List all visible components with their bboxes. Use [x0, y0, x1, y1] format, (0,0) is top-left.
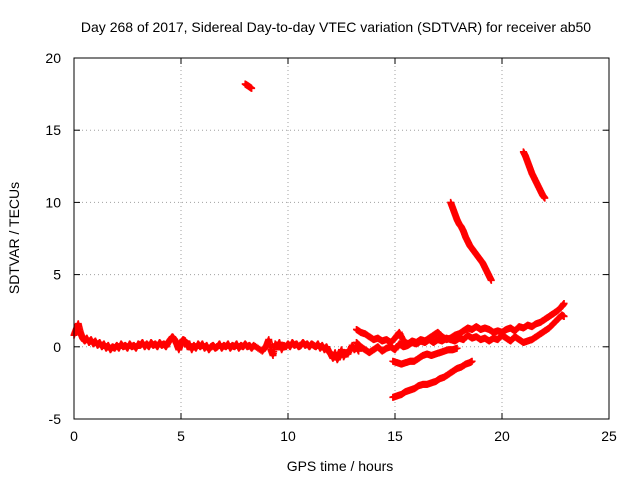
series-diagonal-2	[519, 148, 549, 202]
x-tick-label: 15	[387, 428, 403, 444]
data-point	[541, 194, 549, 202]
x-axis-label: GPS time / hours	[287, 458, 394, 474]
series-outlier	[241, 80, 256, 92]
y-tick-label: 0	[53, 339, 61, 355]
data-point	[560, 312, 568, 320]
data-points	[70, 80, 568, 401]
grid-lines	[74, 58, 609, 419]
x-tick-label: 20	[494, 428, 510, 444]
y-tick-label: 10	[45, 194, 61, 210]
y-tick-label: -5	[49, 411, 62, 427]
series-lower-arc-2	[389, 357, 476, 401]
series-lower-arc-1	[389, 344, 461, 368]
x-tick-label: 0	[70, 428, 78, 444]
chart-title: Day 268 of 2017, Sidereal Day-to-day VTE…	[81, 19, 591, 35]
y-tick-label: 15	[45, 122, 61, 138]
y-tick-label: 20	[45, 50, 61, 66]
series-upper-band-2	[352, 311, 568, 357]
x-tick-label: 5	[177, 428, 185, 444]
plot-frame	[73, 57, 610, 420]
data-point	[453, 344, 461, 352]
data-point	[560, 299, 568, 307]
data-point	[468, 357, 476, 365]
y-tick-label: 5	[53, 267, 61, 283]
x-tick-label: 25	[601, 428, 617, 444]
series-diagonal-1	[447, 198, 495, 284]
data-point	[248, 84, 256, 92]
x-tick-label: 10	[280, 428, 296, 444]
series-main-band	[70, 320, 363, 364]
data-point	[487, 276, 495, 284]
axis-ticks: 0 5 10 15 20 25 -5 0 5 10 15 20	[45, 50, 617, 444]
y-axis-label: SDTVAR / TECUs	[6, 182, 22, 294]
